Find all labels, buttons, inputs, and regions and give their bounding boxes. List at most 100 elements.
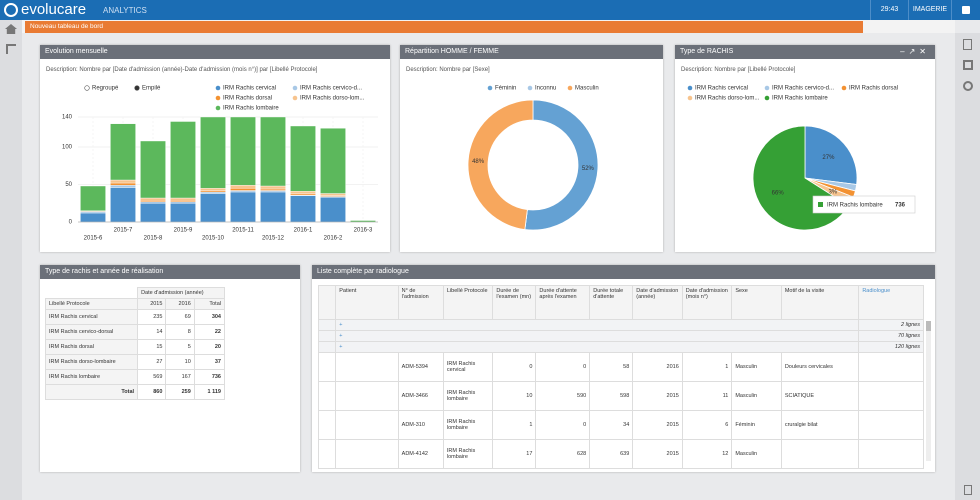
clock: 29:43 — [870, 0, 908, 20]
bar-segment — [260, 188, 286, 191]
header-cell[interactable]: Date d'admission (mois n°) — [681, 285, 733, 320]
panel-pivot: Type de rachis et année de réalisation D… — [40, 265, 300, 472]
header-cell[interactable]: Libellé Protocole — [442, 285, 494, 320]
radio[interactable] — [134, 85, 140, 91]
tree-icon[interactable] — [6, 44, 16, 54]
tooltip-swatch — [818, 202, 823, 207]
cell: Masculin — [731, 381, 782, 411]
new-icon[interactable] — [963, 39, 972, 50]
tab[interactable]: Nouveau tableau de bord — [25, 21, 863, 33]
panel-title: Evolution mensuelle — [40, 45, 390, 59]
pivot-row: IRM Rachis cervical 235 69 304 — [44, 309, 226, 325]
bar-segment — [230, 185, 256, 189]
panel-list: Liste complète par radiologue Patient N° … — [312, 265, 935, 472]
legend-label[interactable]: IRM Rachis cervical — [223, 86, 276, 92]
bar-segment — [260, 185, 286, 190]
list-wrap: Patient N° de l'admission Libellé Protocol… — [318, 285, 924, 469]
x-tick-label: 2015-12 — [262, 236, 285, 242]
description: Description: Nombre par [Sexe] — [406, 67, 490, 73]
header-cell[interactable]: Radiologue — [858, 285, 924, 320]
cell: 1 119 — [193, 384, 226, 400]
bar-segment — [110, 179, 136, 184]
legend-swatch — [567, 85, 573, 91]
legend-swatch — [764, 95, 770, 101]
bar-segment — [80, 211, 106, 214]
header-cell[interactable]: Sexe — [731, 285, 782, 320]
lock-icon[interactable] — [962, 6, 970, 14]
tooltip-label: IRM Rachis lombaire — [827, 203, 883, 209]
bar-segment — [140, 200, 166, 202]
slice — [804, 125, 858, 185]
home-icon[interactable] — [5, 24, 17, 34]
trash-icon[interactable] — [964, 485, 972, 495]
header-cell[interactable]: Motif de la visite — [780, 285, 860, 320]
header-cell[interactable]: N° de l'admission — [397, 285, 444, 320]
legend-label[interactable]: IRM Rachis dorsal — [223, 96, 272, 102]
legend-label[interactable]: Masculin — [575, 86, 599, 92]
tooltip-value: 736 — [895, 203, 906, 209]
cell: 0 — [492, 352, 537, 382]
bar-segment — [110, 185, 136, 188]
legend-swatch — [527, 85, 533, 91]
bar-segment — [260, 191, 286, 223]
description: Description: Nombre par [Date d'admissio… — [46, 67, 318, 73]
cell — [335, 352, 399, 382]
pivot-row: IRM Rachis dorsal 15 5 20 — [44, 339, 226, 355]
radio[interactable] — [84, 85, 90, 91]
expand-toggle[interactable]: + — [339, 322, 343, 328]
expand-toggle[interactable]: + — [339, 344, 343, 350]
bar-segment — [320, 193, 346, 196]
legend-label[interactable]: IRM Rachis dorsal — [849, 86, 898, 92]
legend-label[interactable]: IRM Rachis lombaire — [772, 96, 828, 102]
value-label: 27% — [822, 155, 835, 161]
cell: ADM-5394 — [397, 352, 444, 382]
bar-segment — [200, 116, 226, 189]
cell — [335, 439, 399, 469]
legend-label[interactable]: IRM Rachis dorso-lom... — [300, 96, 365, 102]
cell: SCIATIQUE — [780, 381, 860, 411]
bar-segment — [110, 182, 136, 186]
list-table: Patient N° de l'admission Libellé Protocol… — [318, 285, 924, 469]
bar-segment — [260, 116, 286, 187]
cell: IRM Rachis cervical — [442, 352, 494, 382]
y-tick-label: 50 — [65, 182, 72, 188]
scrollbar[interactable] — [926, 321, 931, 461]
data-row: ADM-3466 IRM Rachis lombaire 10 590 598 2015 1… — [318, 381, 924, 411]
bar-segment — [170, 203, 196, 223]
bar-segment — [140, 197, 166, 201]
bar-segment — [290, 125, 316, 192]
bar-segment — [110, 187, 136, 223]
legend-label[interactable]: IRM Rachis cervico-d... — [300, 86, 362, 92]
expand-toggle[interactable]: + — [339, 333, 343, 339]
legend-label[interactable]: IRM Rachis cervical — [695, 86, 748, 92]
bar-segment — [110, 123, 136, 181]
legend-swatch — [215, 95, 221, 101]
legend-label[interactable]: Féminin — [495, 86, 516, 92]
header-cell[interactable]: Durée de l'examen (mn) — [492, 285, 537, 320]
refresh-icon[interactable] — [963, 81, 973, 91]
group-row: + 2 lignes — [318, 319, 924, 331]
module-button[interactable]: IMAGERIE — [908, 0, 952, 20]
window-controls[interactable]: –↗✕ — [900, 47, 930, 56]
save-icon[interactable] — [963, 60, 973, 70]
legend-label[interactable]: Inconnu — [535, 86, 556, 92]
data-row: ADM-5394 IRM Rachis cervical 0 0 58 2016 1 Masc… — [318, 352, 924, 382]
bar-segment — [200, 193, 226, 223]
cell: 2016 — [632, 352, 683, 382]
panel-title: Type de RACHIS — [675, 45, 935, 59]
legend-label[interactable]: IRM Rachis dorso-lom... — [695, 96, 760, 102]
legend-swatch — [215, 85, 221, 91]
cell: 22 — [193, 324, 226, 340]
header-cell[interactable]: Durée d'attente après l'examen — [535, 285, 591, 320]
value-label: 3% — [828, 190, 837, 196]
pivot-header-row: Libellé Protocole 2015 2016 Total — [44, 298, 226, 310]
cell: 1 — [492, 410, 537, 440]
bar-segment — [140, 140, 166, 199]
legend-swatch — [687, 95, 693, 101]
legend-label[interactable]: IRM Rachis lombaire — [223, 106, 279, 112]
bar-segment — [230, 190, 256, 193]
legend-label[interactable]: IRM Rachis cervico-d... — [772, 86, 834, 92]
bar-segment — [140, 201, 166, 204]
